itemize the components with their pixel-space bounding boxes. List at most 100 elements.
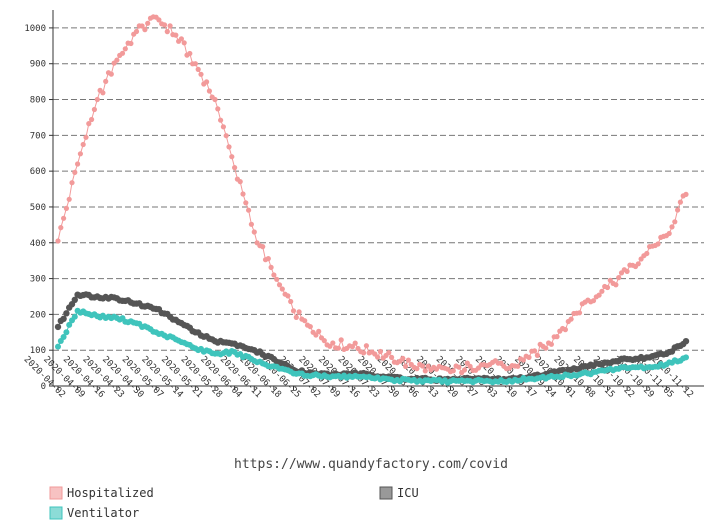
data-point bbox=[243, 200, 249, 206]
data-point bbox=[94, 96, 100, 103]
data-point bbox=[293, 314, 299, 320]
data-point bbox=[616, 275, 622, 281]
legend-label: ICU bbox=[397, 486, 419, 500]
y-tick-label: 900 bbox=[30, 60, 46, 70]
data-point bbox=[122, 46, 128, 52]
data-point bbox=[613, 282, 619, 288]
data-point bbox=[61, 215, 67, 221]
data-point bbox=[240, 191, 246, 197]
data-point bbox=[321, 338, 327, 344]
data-point bbox=[108, 71, 114, 77]
data-point bbox=[675, 207, 681, 213]
data-point bbox=[296, 309, 302, 315]
plot-area bbox=[53, 10, 704, 386]
series-layer bbox=[54, 14, 690, 386]
data-point bbox=[532, 348, 538, 354]
data-point bbox=[77, 151, 83, 157]
data-point bbox=[562, 327, 569, 333]
data-point bbox=[677, 199, 684, 205]
data-point bbox=[178, 36, 184, 42]
data-point bbox=[682, 338, 690, 345]
data-point bbox=[375, 354, 381, 360]
data-point bbox=[133, 28, 140, 35]
data-point bbox=[91, 106, 97, 113]
data-point bbox=[119, 50, 126, 56]
data-point bbox=[389, 354, 395, 360]
data-point bbox=[363, 343, 369, 349]
data-point bbox=[624, 268, 630, 274]
data-point bbox=[361, 350, 367, 356]
data-point bbox=[599, 288, 605, 294]
data-point bbox=[548, 341, 555, 347]
data-point bbox=[173, 32, 179, 38]
data-point bbox=[596, 292, 602, 298]
y-tick-label: 1000 bbox=[24, 24, 46, 34]
data-point bbox=[666, 230, 672, 237]
legend-item-ventilator[interactable]: Ventilator bbox=[49, 506, 139, 520]
data-point bbox=[114, 57, 120, 63]
data-point bbox=[60, 315, 67, 322]
data-point bbox=[543, 345, 549, 351]
data-point bbox=[204, 79, 210, 85]
data-point bbox=[377, 348, 383, 355]
data-point bbox=[246, 207, 252, 213]
series-ventilator bbox=[55, 307, 689, 386]
data-point bbox=[215, 106, 221, 112]
legend-swatch bbox=[49, 506, 63, 520]
data-point bbox=[206, 88, 212, 94]
data-point bbox=[534, 352, 541, 358]
data-point bbox=[63, 329, 70, 336]
data-point bbox=[229, 154, 235, 160]
data-point bbox=[669, 224, 675, 230]
data-point bbox=[75, 161, 81, 167]
data-point bbox=[403, 363, 409, 369]
data-point bbox=[279, 286, 285, 292]
data-point bbox=[302, 318, 308, 324]
data-point bbox=[248, 221, 254, 227]
y-axis: 0 100 200 300 400 500 600 700 800 900 1000 bbox=[24, 10, 54, 392]
y-tick-label: 0 bbox=[41, 382, 46, 392]
data-point bbox=[425, 363, 431, 369]
data-point bbox=[276, 282, 283, 288]
data-point bbox=[187, 50, 193, 57]
data-point bbox=[683, 191, 689, 197]
data-point bbox=[60, 334, 67, 340]
data-point bbox=[161, 22, 168, 28]
legend-item-hospitalized[interactable]: Hospitalized bbox=[49, 486, 154, 500]
data-point bbox=[156, 17, 162, 23]
legend-item-icu[interactable]: ICU bbox=[379, 486, 419, 500]
data-point bbox=[635, 261, 641, 267]
y-tick-label: 400 bbox=[30, 239, 46, 249]
data-point bbox=[352, 340, 358, 346]
y-tick-label: 800 bbox=[30, 96, 46, 106]
data-point bbox=[568, 316, 574, 322]
data-point bbox=[100, 90, 106, 96]
data-point bbox=[69, 180, 75, 186]
data-point bbox=[223, 133, 229, 139]
data-point bbox=[414, 366, 420, 372]
data-point bbox=[212, 96, 218, 103]
y-tick-label: 500 bbox=[30, 203, 46, 213]
source-caption: https://www.quandyfactory.com/covid bbox=[234, 457, 508, 472]
data-point bbox=[54, 323, 62, 331]
data-point bbox=[58, 225, 64, 231]
data-point bbox=[226, 144, 232, 150]
data-point bbox=[232, 165, 238, 171]
data-point bbox=[526, 354, 532, 360]
data-point bbox=[422, 368, 428, 374]
data-point bbox=[71, 313, 78, 320]
data-point bbox=[260, 244, 266, 250]
data-point bbox=[89, 116, 95, 123]
legend-label: Ventilator bbox=[67, 506, 139, 520]
legend-swatch bbox=[49, 486, 63, 500]
data-point bbox=[683, 354, 689, 361]
data-point bbox=[195, 66, 201, 72]
data-point bbox=[285, 293, 291, 299]
data-point bbox=[274, 276, 280, 282]
data-point bbox=[142, 27, 148, 33]
data-point bbox=[335, 345, 341, 351]
data-point bbox=[251, 229, 257, 235]
data-point bbox=[330, 340, 336, 346]
data-point bbox=[554, 334, 560, 340]
data-point bbox=[128, 40, 134, 47]
